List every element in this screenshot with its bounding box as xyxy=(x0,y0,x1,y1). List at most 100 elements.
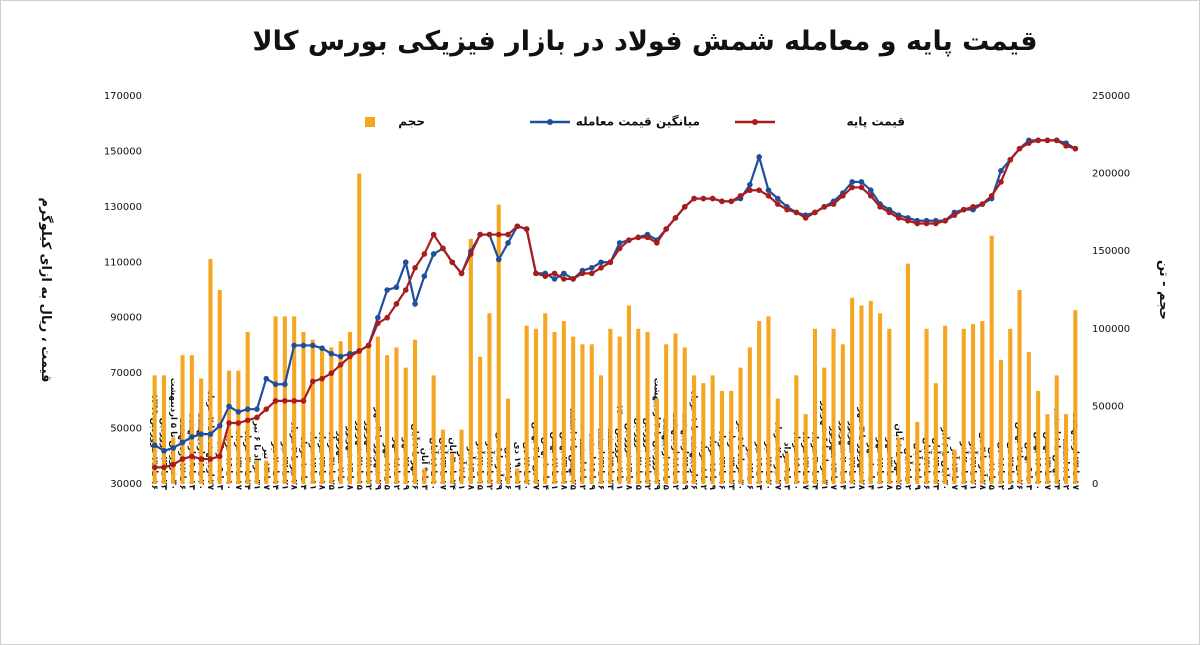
volume-bar xyxy=(682,347,687,484)
price-marker xyxy=(179,439,186,446)
price-marker xyxy=(523,226,530,232)
price-marker xyxy=(588,270,595,277)
volume-bar xyxy=(1064,414,1069,484)
price-marker xyxy=(654,240,660,246)
price-marker xyxy=(672,215,679,221)
legend-swatch xyxy=(365,117,375,127)
price-marker xyxy=(960,206,967,213)
price-marker xyxy=(728,198,735,205)
price-marker xyxy=(1044,137,1051,144)
price-marker xyxy=(170,445,177,451)
volume-bar xyxy=(217,290,222,484)
price-marker xyxy=(533,270,539,277)
price-line xyxy=(154,139,1076,469)
price-marker xyxy=(291,342,297,349)
volume-bar xyxy=(385,355,390,484)
legend-swatch xyxy=(752,119,758,125)
volume-bar xyxy=(264,460,269,484)
price-marker xyxy=(858,179,865,185)
volume-bar xyxy=(589,344,594,484)
price-marker xyxy=(933,220,939,227)
volume-bar xyxy=(552,331,557,484)
price-marker xyxy=(616,245,623,252)
volume-bar xyxy=(171,437,176,484)
price-marker xyxy=(561,276,567,282)
volume-bar xyxy=(1036,390,1041,484)
price-marker xyxy=(282,398,288,404)
price-marker xyxy=(272,398,279,404)
price-marker xyxy=(170,461,177,468)
price-marker xyxy=(765,187,772,194)
volume-bar xyxy=(998,359,1003,484)
y2-tick-label: 250000 xyxy=(1092,91,1130,102)
price-marker xyxy=(858,184,865,191)
volume-bar xyxy=(980,321,985,484)
price-marker xyxy=(747,181,753,188)
volume-bar xyxy=(422,468,427,484)
price-marker xyxy=(1063,143,1069,149)
price-marker xyxy=(309,342,316,349)
volume-bar xyxy=(831,328,836,484)
volume-bar xyxy=(413,339,418,484)
y2-tick-label: 50000 xyxy=(1092,401,1124,412)
legend-label: میانگین قیمت معامله xyxy=(576,115,700,129)
price-marker xyxy=(328,350,335,357)
price-marker xyxy=(867,192,874,199)
volume-bar xyxy=(971,324,976,484)
volume-bar xyxy=(766,316,771,484)
volume-bar xyxy=(236,370,241,484)
volume-bar xyxy=(357,173,362,484)
price-marker xyxy=(495,231,502,238)
volume-bar xyxy=(543,313,548,484)
volume-bar xyxy=(645,331,650,484)
volume-bar xyxy=(1026,352,1031,484)
price-marker xyxy=(905,217,911,224)
price-marker xyxy=(998,168,1004,174)
volume-bar xyxy=(859,305,864,484)
price-marker xyxy=(402,259,409,266)
volume-bar xyxy=(403,367,408,484)
price-marker xyxy=(291,398,297,404)
price-marker xyxy=(802,215,809,221)
price-marker xyxy=(254,414,260,421)
price-marker xyxy=(384,287,390,293)
volume-bar xyxy=(989,235,994,484)
price-marker xyxy=(1016,145,1023,152)
price-marker xyxy=(551,276,558,282)
price-marker xyxy=(644,234,651,241)
price-marker xyxy=(840,192,846,199)
volume-bar xyxy=(868,300,873,484)
price-marker xyxy=(970,204,976,210)
volume-bar xyxy=(310,339,315,484)
price-marker xyxy=(189,453,195,460)
y-tick-label: 170000 xyxy=(104,91,142,102)
volume-bar xyxy=(822,367,827,484)
price-marker xyxy=(319,375,325,382)
volume-bar xyxy=(1073,310,1078,484)
volume-bar xyxy=(329,347,334,484)
price-marker xyxy=(551,270,558,277)
price-marker xyxy=(505,240,511,246)
volume-bar xyxy=(561,321,566,484)
price-marker xyxy=(244,406,251,412)
price-marker xyxy=(663,226,669,232)
price-marker xyxy=(886,209,893,216)
price-marker xyxy=(319,345,325,352)
volume-bar xyxy=(524,325,529,484)
price-marker xyxy=(942,217,948,224)
volume-bar xyxy=(626,305,631,484)
volume-bar xyxy=(878,313,883,484)
price-marker xyxy=(402,287,409,293)
y-tick-label: 50000 xyxy=(110,424,142,435)
price-marker xyxy=(151,442,158,449)
volume-bar xyxy=(450,452,455,484)
price-marker xyxy=(226,403,232,410)
price-marker xyxy=(468,251,474,257)
price-marker xyxy=(161,464,167,471)
price-marker xyxy=(542,273,549,279)
volume-bar xyxy=(254,460,259,484)
price-marker xyxy=(756,154,762,160)
price-marker xyxy=(300,342,307,349)
volume-bar xyxy=(664,344,669,484)
